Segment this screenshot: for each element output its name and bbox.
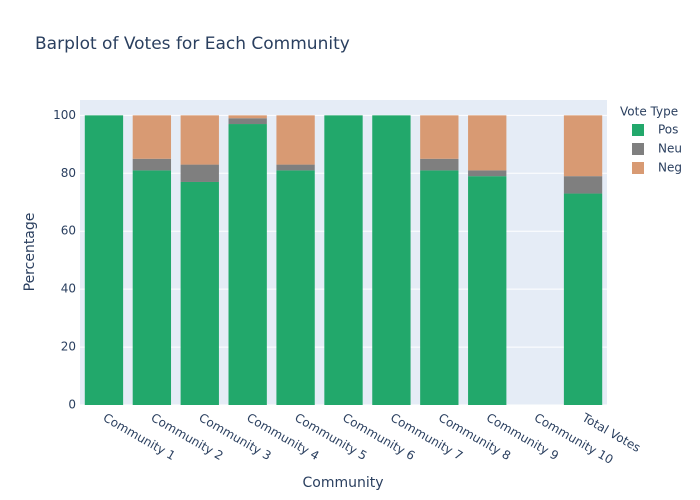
bar-segment [276, 170, 315, 405]
bar-segment [468, 115, 507, 171]
y-axis-title: Percentage [22, 213, 38, 292]
chart-title: Barplot of Votes for Each Community [35, 34, 350, 54]
legend-label: Neu [658, 142, 682, 156]
bar-segment [132, 158, 172, 171]
y-tick-label: 100 [53, 108, 76, 122]
bar-segment [228, 124, 267, 405]
bar-segment [180, 181, 219, 405]
bar-segment [372, 115, 411, 405]
legend-label: Neg [658, 161, 682, 175]
bar-segment [324, 115, 363, 405]
y-tick-label: 40 [61, 282, 76, 296]
legend-swatch [632, 162, 644, 174]
y-tick-label: 60 [61, 224, 76, 238]
bar-segment [132, 115, 172, 159]
bar-segment [420, 115, 459, 159]
bar-segment [132, 170, 172, 405]
bar-segment [228, 118, 267, 125]
bar-segment [468, 170, 507, 177]
legend-swatch [632, 143, 644, 155]
bar-segment [84, 115, 124, 405]
legend-title: Vote Type [620, 105, 678, 119]
y-tick-label: 20 [61, 340, 76, 354]
bar-segment [228, 115, 267, 119]
bar-segment [420, 170, 459, 405]
bar-segment [276, 115, 315, 165]
legend-label: Pos [658, 123, 678, 137]
bar-segment [276, 164, 315, 171]
bar-segment [180, 164, 219, 182]
bar-segment [563, 193, 603, 405]
legend-swatch [632, 124, 644, 136]
bar-segment [563, 176, 603, 194]
x-axis-title: Community [302, 475, 383, 491]
bar-segment [180, 115, 219, 165]
bar-segment [468, 176, 507, 405]
bar-segment [563, 115, 603, 177]
bar-segment [420, 158, 459, 171]
y-tick-label: 0 [68, 398, 76, 412]
y-tick-label: 80 [61, 166, 76, 180]
